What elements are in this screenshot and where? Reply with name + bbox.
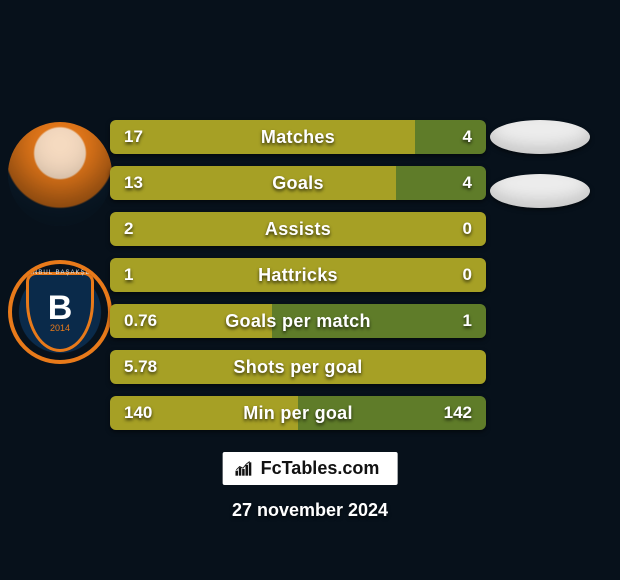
bar-value-left: 5.78 bbox=[124, 357, 157, 377]
bar-value-right: 1 bbox=[463, 311, 472, 331]
bar-value-right: 4 bbox=[463, 127, 472, 147]
stat-bar: 1 0 Hattricks bbox=[110, 258, 486, 292]
stat-bar: 13 4 Goals bbox=[110, 166, 486, 200]
stat-bar: 5.78 Shots per goal bbox=[110, 350, 486, 384]
date-text: 27 november 2024 bbox=[0, 500, 620, 521]
bar-value-left: 1 bbox=[124, 265, 133, 285]
brand-icon bbox=[235, 461, 255, 477]
crest-shield: B 2014 bbox=[26, 272, 94, 352]
left-column: ISTANBUL BAŞAKŞEHIR B 2014 bbox=[8, 122, 112, 398]
bar-label: Assists bbox=[265, 219, 331, 240]
right-column bbox=[490, 120, 600, 208]
crest-ring-text: ISTANBUL BAŞAKŞEHIR bbox=[16, 270, 104, 276]
bar-segment-right bbox=[415, 120, 486, 154]
bar-value-right: 142 bbox=[444, 403, 472, 423]
bar-label: Min per goal bbox=[243, 403, 353, 424]
bar-value-left: 0.76 bbox=[124, 311, 157, 331]
brand-badge: FcTables.com bbox=[223, 452, 398, 485]
stat-bar: 17 4 Matches bbox=[110, 120, 486, 154]
club-crest: ISTANBUL BAŞAKŞEHIR B 2014 bbox=[8, 260, 112, 364]
stat-bar: 140 142 Min per goal bbox=[110, 396, 486, 430]
stat-bar: 0.76 1 Goals per match bbox=[110, 304, 486, 338]
bar-segment-left bbox=[110, 166, 396, 200]
bar-segment-right bbox=[396, 166, 486, 200]
bar-value-left: 2 bbox=[124, 219, 133, 239]
bar-value-right: 4 bbox=[463, 173, 472, 193]
bar-value-right: 0 bbox=[463, 265, 472, 285]
bar-value-right: 0 bbox=[463, 219, 472, 239]
bar-value-left: 17 bbox=[124, 127, 143, 147]
player2-crest-placeholder bbox=[490, 174, 590, 208]
player2-avatar-placeholder bbox=[490, 120, 590, 154]
crest-year: 2014 bbox=[50, 323, 70, 333]
bar-value-left: 140 bbox=[124, 403, 152, 423]
bar-label: Goals per match bbox=[225, 311, 371, 332]
bar-label: Goals bbox=[272, 173, 324, 194]
stats-bars: 17 4 Matches 13 4 Goals 2 0 Assists 1 0 Hattricks 0.… bbox=[110, 120, 486, 430]
brand-text: FcTables.com bbox=[261, 458, 380, 479]
bar-label: Shots per goal bbox=[233, 357, 362, 378]
crest-letter: B bbox=[48, 291, 73, 325]
bar-value-left: 13 bbox=[124, 173, 143, 193]
bar-label: Matches bbox=[261, 127, 335, 148]
player-avatar bbox=[8, 122, 112, 226]
bar-label: Hattricks bbox=[258, 265, 338, 286]
stat-bar: 2 0 Assists bbox=[110, 212, 486, 246]
